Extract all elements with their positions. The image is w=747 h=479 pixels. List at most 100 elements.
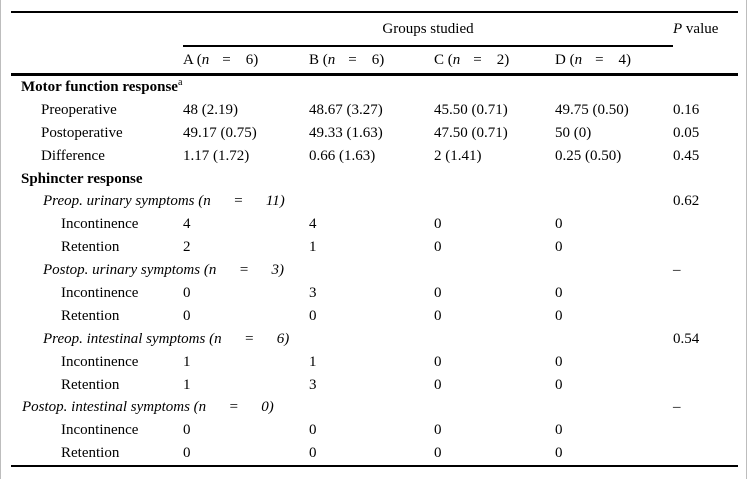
- cell-a: 48 (2.19): [183, 101, 238, 118]
- row-label: Retention: [61, 307, 120, 324]
- cell-p: –: [673, 399, 681, 416]
- p-value-header: P value: [673, 11, 738, 46]
- cell-c: 0: [434, 284, 442, 301]
- cell-b: 0.66 (1.63): [309, 147, 376, 164]
- cell-p: 0.05: [673, 124, 700, 141]
- row-retention: Retention 2 1 0 0: [11, 236, 738, 259]
- cell-c: 45.50 (0.71): [434, 101, 508, 118]
- cell-a: 0: [183, 422, 191, 439]
- cell-p: [673, 168, 738, 191]
- p-value-label: value: [682, 21, 719, 37]
- cell-p: –: [673, 262, 681, 279]
- cell-p: 0.54: [673, 330, 700, 347]
- row-label: Preop. intestinal symptoms (n = 6): [43, 330, 290, 347]
- footnote-marker-a: a: [177, 76, 183, 88]
- n-symbol: n: [201, 51, 210, 68]
- cell-p: [673, 75, 738, 99]
- cell-d: 0: [555, 284, 563, 301]
- cell-a: 1.17 (1.72): [183, 147, 250, 164]
- col-header-d: D (n = 4): [555, 46, 673, 76]
- row-label: Postoperative: [41, 124, 123, 141]
- row-incontinence: Incontinence 0 3 0 0: [11, 282, 738, 305]
- cell-c: 0: [434, 353, 442, 370]
- row-label: Preoperative: [41, 101, 117, 118]
- cell-a: 0: [183, 284, 191, 301]
- row-label: Incontinence: [61, 284, 139, 301]
- cell-b: 1: [309, 353, 317, 370]
- row-motor-function-response: Motor function responsea: [11, 75, 738, 99]
- groups-studied-header: Groups studied: [183, 11, 673, 47]
- cell-c: 0: [434, 442, 555, 468]
- row-difference: Difference 1.17 (1.72) 0.66 (1.63) 2 (1.…: [11, 145, 738, 168]
- cell-d: 0: [555, 353, 563, 370]
- cell-p: 0.45: [673, 147, 700, 164]
- cell-d: 0: [555, 216, 563, 233]
- cell-p: [673, 419, 738, 442]
- cell-c: 0: [434, 239, 442, 256]
- cell-d: 0: [555, 422, 563, 439]
- cell-d: 0: [555, 239, 563, 256]
- cell-d: 49.75 (0.50): [555, 101, 629, 118]
- cell-p: [673, 374, 738, 397]
- row-postop-urinary-symptoms: Postop. urinary symptoms (n = 3) –: [11, 259, 738, 282]
- header-label-spacer: [11, 11, 183, 46]
- row-label: Retention: [11, 442, 183, 468]
- cell-d: 0: [555, 376, 563, 393]
- cell-c: 0: [434, 216, 442, 233]
- cell-d: 0: [555, 442, 673, 468]
- col-header-a: A (n = 6): [183, 46, 309, 76]
- row-label: Incontinence: [61, 422, 139, 439]
- cell-b: 1: [309, 239, 317, 256]
- cell-b: 4: [309, 216, 317, 233]
- n-symbol: n: [574, 51, 583, 68]
- row-incontinence: Incontinence 0 0 0 0: [11, 419, 738, 442]
- cell-p: 0.62: [673, 193, 700, 210]
- cell-c: 0: [434, 307, 442, 324]
- cell-a: 1: [183, 353, 191, 370]
- cell-p: [673, 351, 738, 374]
- row-postop-intestinal-symptoms: Postop. intestinal symptoms (n = 0) –: [11, 396, 738, 419]
- row-retention: Retention 1 3 0 0: [11, 374, 738, 397]
- row-preop-urinary-symptoms: Preop. urinary symptoms (n = 11) 0.62: [11, 190, 738, 213]
- row-sphincter-response: Sphincter response: [11, 168, 738, 191]
- col-header-b: B (n = 6): [309, 46, 434, 76]
- cell-a: 49.17 (0.75): [183, 124, 257, 141]
- cell-c: 0: [434, 376, 442, 393]
- cell-b: 49.33 (1.63): [309, 124, 383, 141]
- p-italic: P: [673, 21, 683, 37]
- row-label: Sphincter response: [21, 170, 143, 187]
- row-preop-intestinal-symptoms: Preop. intestinal symptoms (n = 6) 0.54: [11, 328, 738, 351]
- cell-c: 47.50 (0.71): [434, 124, 508, 141]
- cell-a: 4: [183, 216, 191, 233]
- row-label: Incontinence: [61, 216, 139, 233]
- row-incontinence: Incontinence 1 1 0 0: [11, 351, 738, 374]
- cell-p: 0.16: [673, 101, 700, 118]
- cell-c: 0: [434, 422, 442, 439]
- cell-c: 2 (1.41): [434, 147, 482, 164]
- row-preoperative: Preoperative 48 (2.19) 48.67 (3.27) 45.5…: [11, 99, 738, 122]
- cell-d: 0: [555, 307, 563, 324]
- n-symbol: n: [452, 51, 461, 68]
- row-postoperative: Postoperative 49.17 (0.75) 49.33 (1.63) …: [11, 122, 738, 145]
- cell-a: 2: [183, 239, 191, 256]
- cell-p: [673, 442, 738, 468]
- row-label: Incontinence: [61, 353, 139, 370]
- row-label: Postop. urinary symptoms (n = 3): [43, 262, 284, 279]
- n-symbol: n: [327, 51, 336, 68]
- row-label: Retention: [61, 376, 120, 393]
- cell-b: 0: [309, 442, 434, 468]
- results-table: Groups studied P value A (n = 6) B (n = 6) C…: [11, 11, 738, 468]
- header-p-spacer: [673, 46, 738, 76]
- cell-a: 0: [183, 307, 191, 324]
- row-label: Retention: [61, 239, 120, 256]
- header-label-spacer: [11, 46, 183, 76]
- cell-p: [673, 236, 738, 259]
- cell-b: 0: [309, 422, 317, 439]
- cell-b: 48.67 (3.27): [309, 101, 383, 118]
- row-label: Difference: [41, 147, 105, 164]
- row-label: Postop. intestinal symptoms (n = 0): [22, 399, 274, 416]
- row-retention: Retention 0 0 0 0: [11, 442, 738, 468]
- row-retention: Retention 0 0 0 0: [11, 305, 738, 328]
- header-row-groups: Groups studied P value: [11, 11, 738, 47]
